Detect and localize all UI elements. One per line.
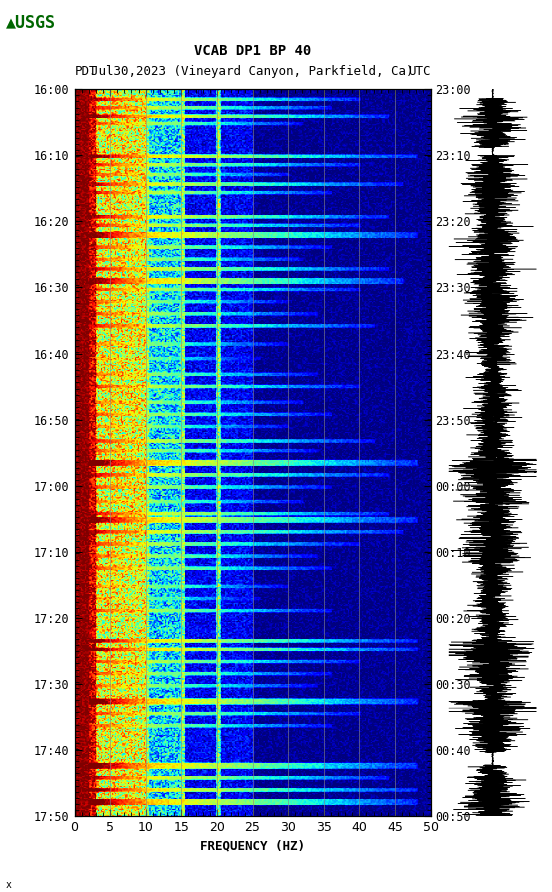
Text: PDT: PDT [75,64,97,78]
X-axis label: FREQUENCY (HZ): FREQUENCY (HZ) [200,839,305,853]
Text: ▲USGS: ▲USGS [6,13,56,31]
Text: UTC: UTC [408,64,431,78]
Text: VCAB DP1 BP 40: VCAB DP1 BP 40 [194,44,311,58]
Text: x: x [6,880,12,889]
Text: Jul30,2023 (Vineyard Canyon, Parkfield, Ca): Jul30,2023 (Vineyard Canyon, Parkfield, … [91,64,414,78]
